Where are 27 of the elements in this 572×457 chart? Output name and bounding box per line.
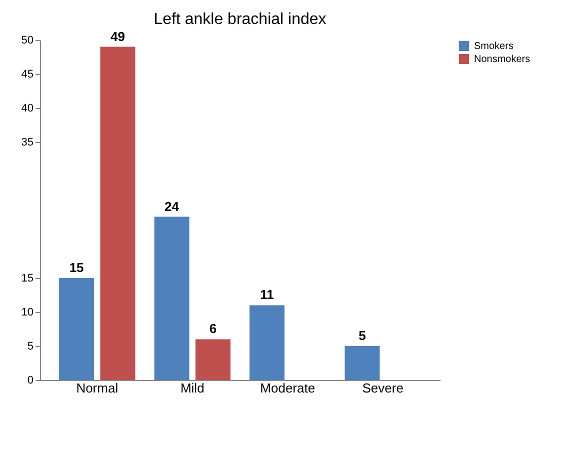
y-tick-label: 35 [21, 136, 34, 148]
data-label: 6 [209, 321, 217, 336]
bar [154, 216, 190, 380]
legend-label: Nonsmokers [474, 54, 530, 65]
chart-title: Left ankle brachial index [154, 10, 326, 28]
bar [344, 346, 380, 380]
y-tick-label: 0 [27, 374, 34, 386]
y-tick-label: 50 [21, 34, 34, 46]
y-tick-label: 15 [21, 272, 34, 284]
y-tick-label: 40 [21, 102, 34, 114]
y-tick-label: 5 [27, 340, 34, 352]
y-tick-label: 10 [21, 306, 34, 318]
x-tick-label: Moderate [260, 380, 316, 396]
y-tick-label: 45 [21, 68, 34, 80]
bar [250, 305, 285, 380]
data-label: 24 [164, 198, 180, 214]
x-tick-label: Severe [362, 380, 404, 396]
data-label: 49 [110, 28, 125, 44]
x-tick-label: Normal [76, 380, 118, 396]
bar [195, 339, 230, 380]
data-label: 15 [69, 260, 84, 275]
bar [100, 46, 136, 380]
bar [59, 278, 94, 380]
data-label: 11 [260, 287, 274, 302]
legend-label: Smokers [474, 41, 514, 52]
x-tick-label: Mild [180, 380, 204, 396]
data-label: 5 [358, 328, 366, 343]
